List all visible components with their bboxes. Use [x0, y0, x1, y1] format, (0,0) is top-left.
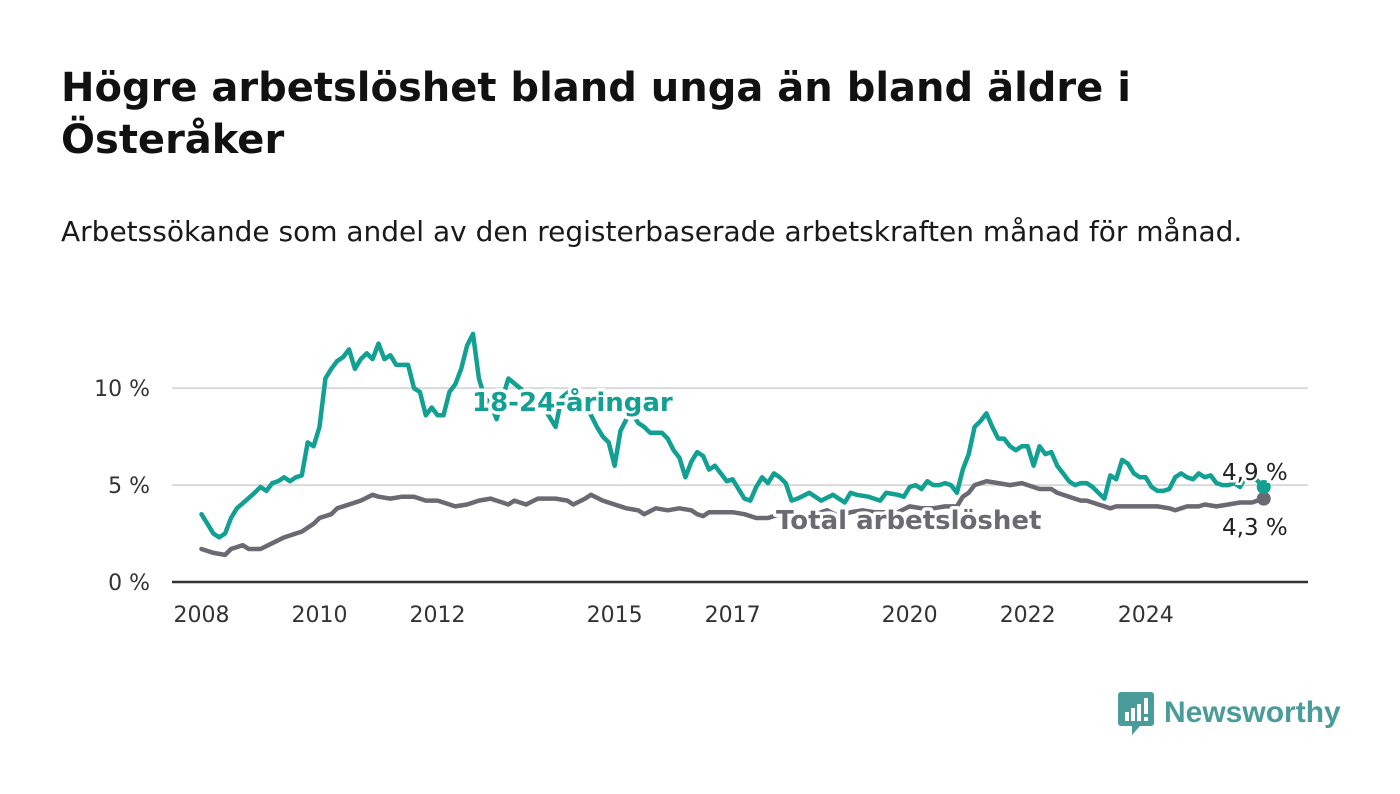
end-point-total — [1256, 491, 1271, 506]
x-tick-label: 2010 — [292, 603, 348, 628]
x-tick-label: 2015 — [587, 603, 643, 628]
grid-lines — [172, 387, 1308, 487]
series-label-total: Total arbetslöshet — [776, 506, 1041, 536]
series-labels: 18-24-åringar Total arbetslöshet 4,9 % 4,3 … — [469, 383, 1291, 544]
end-value-label-total: 4,3 % — [1222, 515, 1288, 541]
chart-subtitle: Arbetssökande som andel av den registerb… — [61, 215, 1243, 248]
newsworthy-chart-icon — [1118, 692, 1154, 735]
series-lines — [199, 331, 1271, 558]
newsworthy-logo: Newsworthy — [1118, 690, 1341, 736]
x-tick-label: 2012 — [410, 603, 466, 628]
end-value-label-youth: 4,9 % — [1222, 460, 1288, 486]
series-label-youth: 18-24-åringar — [472, 386, 673, 418]
x-tick-label: 2022 — [1000, 603, 1056, 628]
x-axis-tick-labels: 2008 2010 2012 2015 2017 2020 2022 2024 — [174, 603, 1174, 628]
brand-name: Newsworthy — [1164, 696, 1341, 729]
y-tick-label: 0 % — [108, 571, 150, 596]
x-tick-label: 2008 — [174, 603, 230, 628]
x-tick-label: 2020 — [882, 603, 938, 628]
chart-title: Högre arbetslöshet bland unga än bland ä… — [61, 65, 1131, 163]
y-tick-label: 10 % — [94, 377, 150, 402]
y-tick-label: 5 % — [108, 474, 150, 499]
x-tick-label: 2024 — [1118, 603, 1174, 628]
series-line-youth — [199, 331, 1266, 540]
y-axis-tick-labels: 0 % 5 % 10 % — [94, 377, 150, 596]
x-tick-label: 2017 — [705, 603, 761, 628]
series-line-total — [199, 478, 1266, 558]
line-chart: 0 %5 %10 % 2008 2010 2012 2015 2017 2020 2022 2… — [94, 331, 1308, 628]
end-point-youth — [1256, 480, 1271, 495]
